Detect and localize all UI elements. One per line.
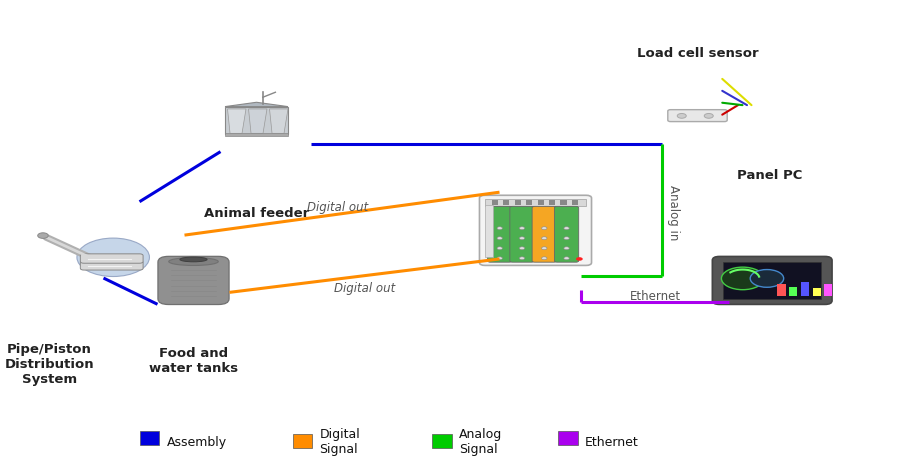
FancyBboxPatch shape	[158, 257, 229, 305]
Bar	[549, 200, 555, 205]
Bar	[292, 434, 312, 448]
Text: Panel PC: Panel PC	[737, 169, 802, 181]
Text: Pipe/Piston
Distribution
System: Pipe/Piston Distribution System	[4, 343, 94, 386]
Polygon shape	[225, 103, 288, 108]
FancyBboxPatch shape	[509, 207, 535, 263]
Bar	[824, 285, 832, 296]
Polygon shape	[248, 110, 267, 134]
Circle shape	[722, 268, 764, 290]
Text: Digital out: Digital out	[334, 281, 395, 295]
FancyBboxPatch shape	[80, 261, 143, 270]
Bar	[789, 288, 797, 296]
FancyBboxPatch shape	[225, 108, 288, 135]
Ellipse shape	[169, 258, 218, 266]
Bar	[491, 200, 498, 205]
Bar	[432, 434, 452, 448]
Circle shape	[704, 114, 713, 119]
Bar	[561, 200, 567, 205]
Polygon shape	[228, 110, 246, 134]
Circle shape	[563, 257, 569, 260]
Circle shape	[563, 248, 569, 250]
Bar	[140, 431, 159, 445]
Circle shape	[497, 257, 502, 260]
Circle shape	[519, 227, 525, 230]
Text: Ethernet: Ethernet	[630, 289, 680, 303]
Text: Analog in: Analog in	[667, 184, 680, 239]
FancyBboxPatch shape	[713, 257, 832, 305]
FancyBboxPatch shape	[488, 207, 512, 263]
Circle shape	[519, 257, 525, 260]
Bar	[485, 199, 586, 207]
Circle shape	[542, 227, 547, 230]
Circle shape	[497, 227, 502, 230]
Bar	[778, 284, 786, 296]
Circle shape	[576, 258, 583, 261]
Bar	[558, 431, 578, 445]
Circle shape	[542, 257, 547, 260]
Circle shape	[497, 248, 502, 250]
Circle shape	[563, 227, 569, 230]
FancyBboxPatch shape	[480, 196, 591, 266]
Circle shape	[519, 237, 525, 240]
Bar	[526, 200, 532, 205]
Ellipse shape	[180, 258, 207, 262]
Text: Digital
Signal: Digital Signal	[320, 427, 360, 455]
Bar	[515, 200, 520, 205]
FancyBboxPatch shape	[80, 254, 143, 264]
Bar	[537, 200, 544, 205]
Circle shape	[542, 237, 547, 240]
Circle shape	[542, 248, 547, 250]
Circle shape	[38, 233, 49, 239]
Text: Analog
Signal: Analog Signal	[459, 427, 502, 455]
Circle shape	[563, 237, 569, 240]
Bar	[572, 200, 578, 205]
Circle shape	[677, 114, 686, 119]
Circle shape	[751, 270, 784, 288]
FancyBboxPatch shape	[532, 207, 556, 263]
Bar	[813, 289, 821, 296]
Text: Food and
water tanks: Food and water tanks	[148, 347, 238, 374]
Text: Digital out: Digital out	[307, 200, 368, 214]
Circle shape	[497, 237, 502, 240]
FancyBboxPatch shape	[723, 262, 822, 299]
FancyBboxPatch shape	[554, 207, 579, 263]
Bar	[801, 282, 809, 296]
Text: Load cell sensor: Load cell sensor	[636, 47, 759, 60]
FancyBboxPatch shape	[668, 110, 727, 122]
Bar	[503, 200, 509, 205]
Text: Assembly: Assembly	[166, 435, 227, 448]
Circle shape	[519, 248, 525, 250]
Text: Ethernet: Ethernet	[585, 435, 639, 448]
Text: Animal feeder: Animal feeder	[204, 207, 309, 219]
Circle shape	[76, 238, 149, 277]
Bar	[485, 206, 493, 258]
Bar	[225, 134, 288, 137]
Polygon shape	[269, 110, 288, 134]
